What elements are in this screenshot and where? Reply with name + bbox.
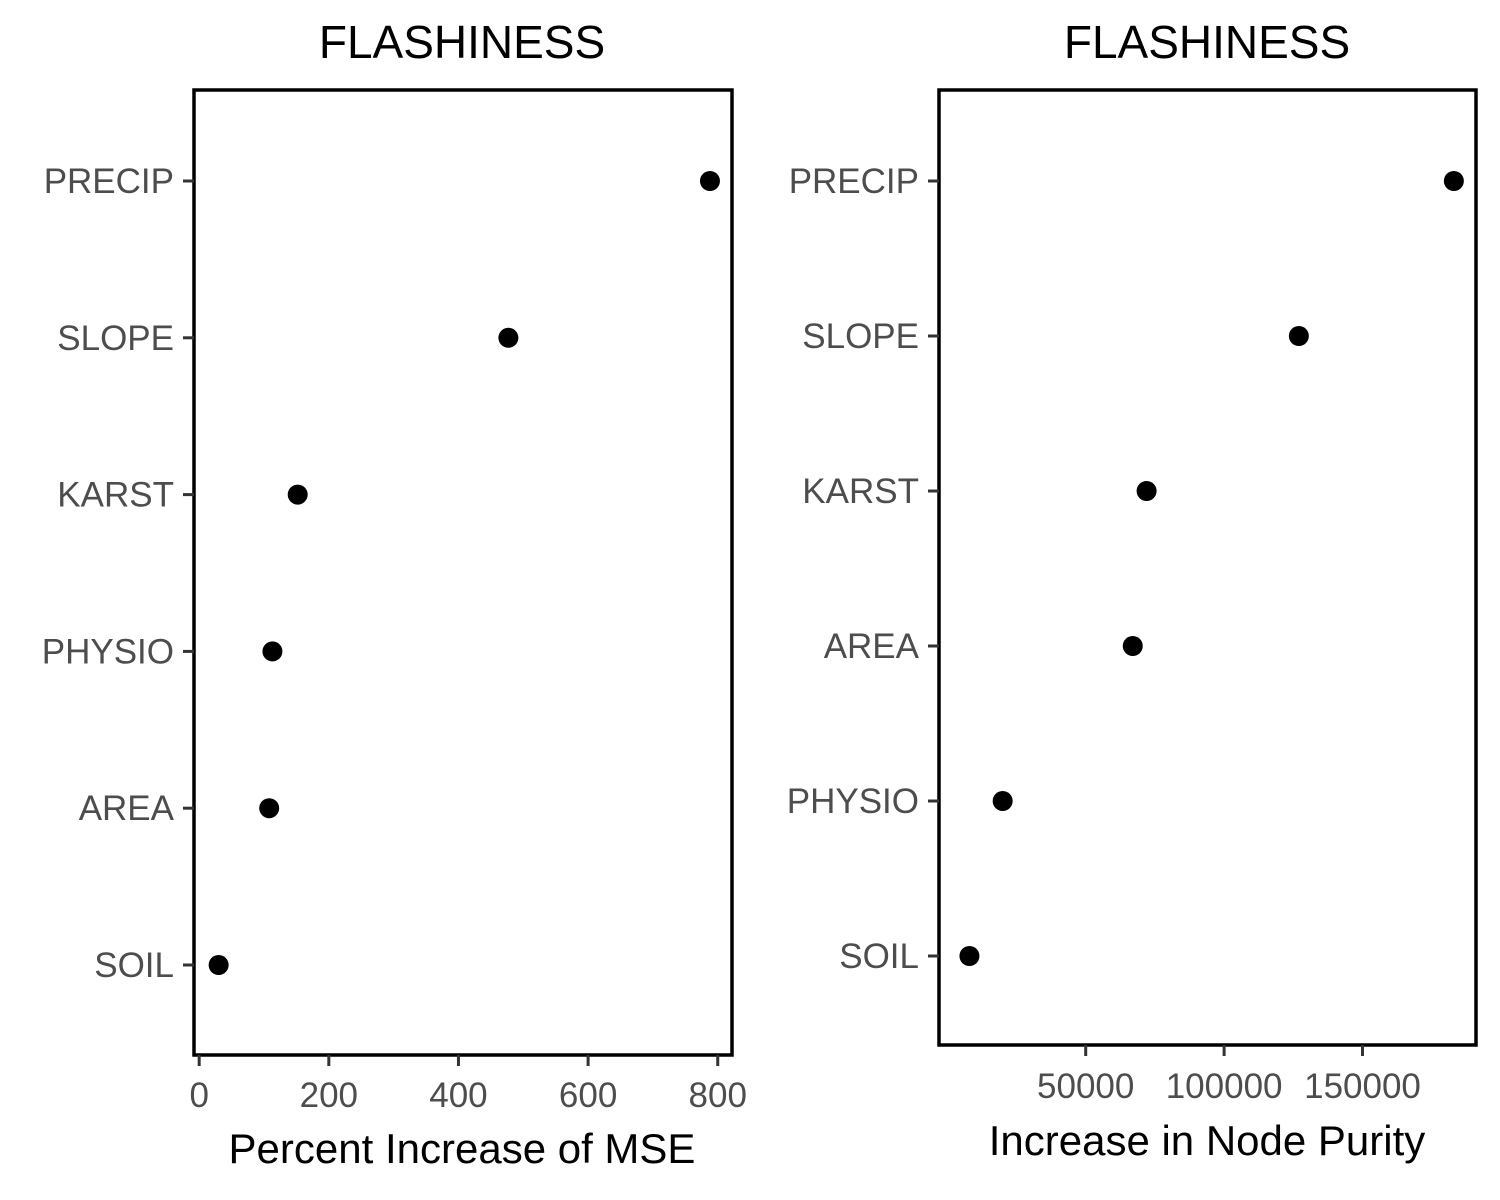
x-tick-label: 150000 <box>1304 1067 1421 1106</box>
y-tick-label: AREA <box>824 627 920 666</box>
data-points <box>208 171 720 975</box>
y-tick-label: PHYSIO <box>42 632 174 671</box>
plot-frame <box>192 88 734 1057</box>
y-ticks: SOIL PHYSIO AREA KARST SLOPE PRECIP <box>787 162 939 976</box>
x-tick-label: 600 <box>559 1076 617 1115</box>
data-point-soil <box>959 946 980 966</box>
x-tick-label: 200 <box>300 1076 358 1115</box>
y-tick-label: AREA <box>79 789 175 828</box>
x-axis-title: Increase in Node Purity <box>989 1117 1426 1164</box>
plot-frame <box>937 88 1478 1047</box>
y-tick-label: SLOPE <box>57 319 174 358</box>
data-point-slope <box>498 327 519 348</box>
x-axis-title: Percent Increase of MSE <box>229 1125 696 1172</box>
data-point-physio <box>992 791 1013 811</box>
y-tick-label: KARST <box>802 472 919 511</box>
y-tick-label: PHYSIO <box>787 782 919 821</box>
y-tick-label: SLOPE <box>802 317 919 356</box>
x-tick-label: 400 <box>429 1076 487 1115</box>
panel-node-purity: FLASHINESS SOIL PHYSIO AREA KARST SLOPE PRECI… <box>787 16 1478 1164</box>
x-ticks: 50000 100000 150000 <box>1037 1045 1421 1106</box>
data-point-karst <box>287 484 308 505</box>
x-tick-label: 800 <box>689 1076 747 1115</box>
y-tick-label: PRECIP <box>789 162 919 201</box>
data-point-slope <box>1288 326 1309 346</box>
data-point-soil <box>208 955 229 975</box>
y-tick-label: KARST <box>57 476 174 515</box>
y-tick-label: PRECIP <box>44 162 174 201</box>
data-point-precip <box>1443 171 1464 191</box>
data-point-physio <box>262 641 283 662</box>
data-point-precip <box>699 171 720 191</box>
data-points <box>959 171 1464 966</box>
panel-title: FLASHINESS <box>1064 16 1350 68</box>
y-tick-label: SOIL <box>94 946 174 985</box>
x-ticks: 0 200 400 600 800 <box>189 1055 747 1115</box>
y-tick-label: SOIL <box>839 937 919 976</box>
panel-mse: FLASHINESS SOIL AREA PHYSIO KARST SLOPE PRECI… <box>42 16 747 1172</box>
x-tick-label: 0 <box>189 1076 208 1115</box>
data-point-karst <box>1136 481 1157 501</box>
panel-title: FLASHINESS <box>319 16 605 68</box>
x-tick-label: 100000 <box>1166 1067 1283 1106</box>
y-ticks: SOIL AREA PHYSIO KARST SLOPE PRECIP <box>42 162 194 985</box>
data-point-area <box>1122 636 1143 656</box>
x-tick-label: 50000 <box>1037 1067 1134 1106</box>
data-point-area <box>259 798 280 819</box>
